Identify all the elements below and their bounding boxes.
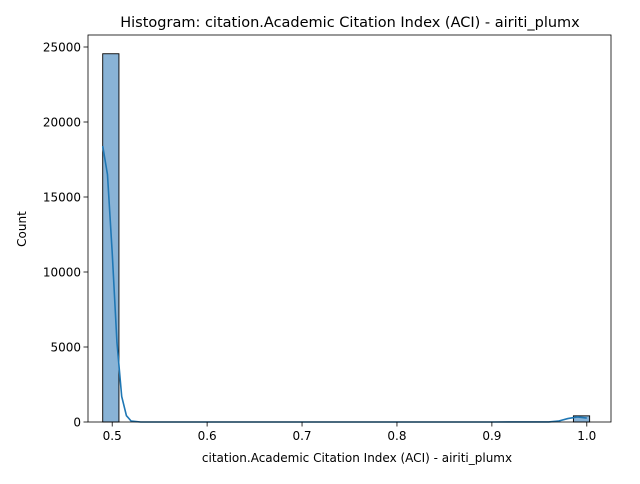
x-tick-label: 1.0 xyxy=(577,429,596,443)
y-tick-label: 25000 xyxy=(43,40,81,54)
x-tick-label: 0.7 xyxy=(292,429,311,443)
x-tick-label: 0.8 xyxy=(387,429,406,443)
plot-frame xyxy=(87,34,612,423)
y-axis: 0 5000 10000 15000 20000 25000 xyxy=(43,40,88,429)
y-tick-label: 10000 xyxy=(43,265,81,279)
y-tick-label: 15000 xyxy=(43,190,81,204)
x-axis-label: citation.Academic Citation Index (ACI) -… xyxy=(202,451,512,465)
x-axis: 0.5 0.6 0.7 0.8 0.9 1.0 xyxy=(103,422,596,443)
bars-layer xyxy=(102,53,591,423)
x-tick-label: 0.6 xyxy=(198,429,217,443)
x-tick-label: 0.9 xyxy=(482,429,501,443)
y-tick-label: 20000 xyxy=(43,115,81,129)
x-tick-label: 0.5 xyxy=(103,429,122,443)
y-tick-label: 5000 xyxy=(50,340,81,354)
y-tick-label: 0 xyxy=(73,415,81,429)
kde-line xyxy=(101,145,587,423)
chart-title: Histogram: citation.Academic Citation In… xyxy=(120,15,580,31)
y-axis-label: Count xyxy=(15,211,29,247)
